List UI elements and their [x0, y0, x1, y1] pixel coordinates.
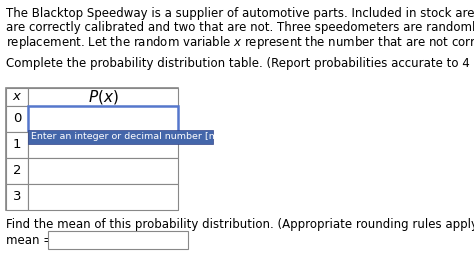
- Bar: [48, 231, 188, 249]
- Bar: [6, 184, 28, 210]
- Bar: [6, 106, 28, 132]
- Bar: [6, 158, 28, 184]
- Bar: [28, 88, 178, 106]
- Text: mean =: mean =: [6, 233, 57, 246]
- Text: 0: 0: [13, 113, 21, 125]
- Text: $P(x)$: $P(x)$: [88, 88, 118, 106]
- Text: 3: 3: [13, 190, 21, 203]
- Text: Complete the probability distribution table. (Report probabilities accurate to 4: Complete the probability distribution ta…: [6, 57, 474, 70]
- Bar: [6, 88, 28, 106]
- Bar: [28, 184, 178, 210]
- Text: The Blacktop Speedway is a supplier of automotive parts. Included in stock are 8: The Blacktop Speedway is a supplier of a…: [6, 7, 474, 20]
- Text: 2: 2: [13, 165, 21, 178]
- Bar: [28, 132, 178, 158]
- Text: replacement. Let the random variable $x$ represent the number that are not corre: replacement. Let the random variable $x$…: [6, 34, 474, 51]
- Text: are correctly calibrated and two that are not. Three speedometers are randomly s: are correctly calibrated and two that ar…: [6, 20, 474, 33]
- Text: Enter an integer or decimal number [more..]: Enter an integer or decimal number [more…: [31, 132, 243, 141]
- Bar: [6, 88, 178, 210]
- Bar: [28, 106, 178, 132]
- Bar: [28, 158, 178, 184]
- Bar: [6, 132, 28, 158]
- Text: Find the mean of this probability distribution. (Appropriate rounding rules appl: Find the mean of this probability distri…: [6, 218, 474, 231]
- Text: 1: 1: [13, 138, 21, 152]
- Text: $x$: $x$: [12, 91, 22, 104]
- Bar: [28, 130, 213, 144]
